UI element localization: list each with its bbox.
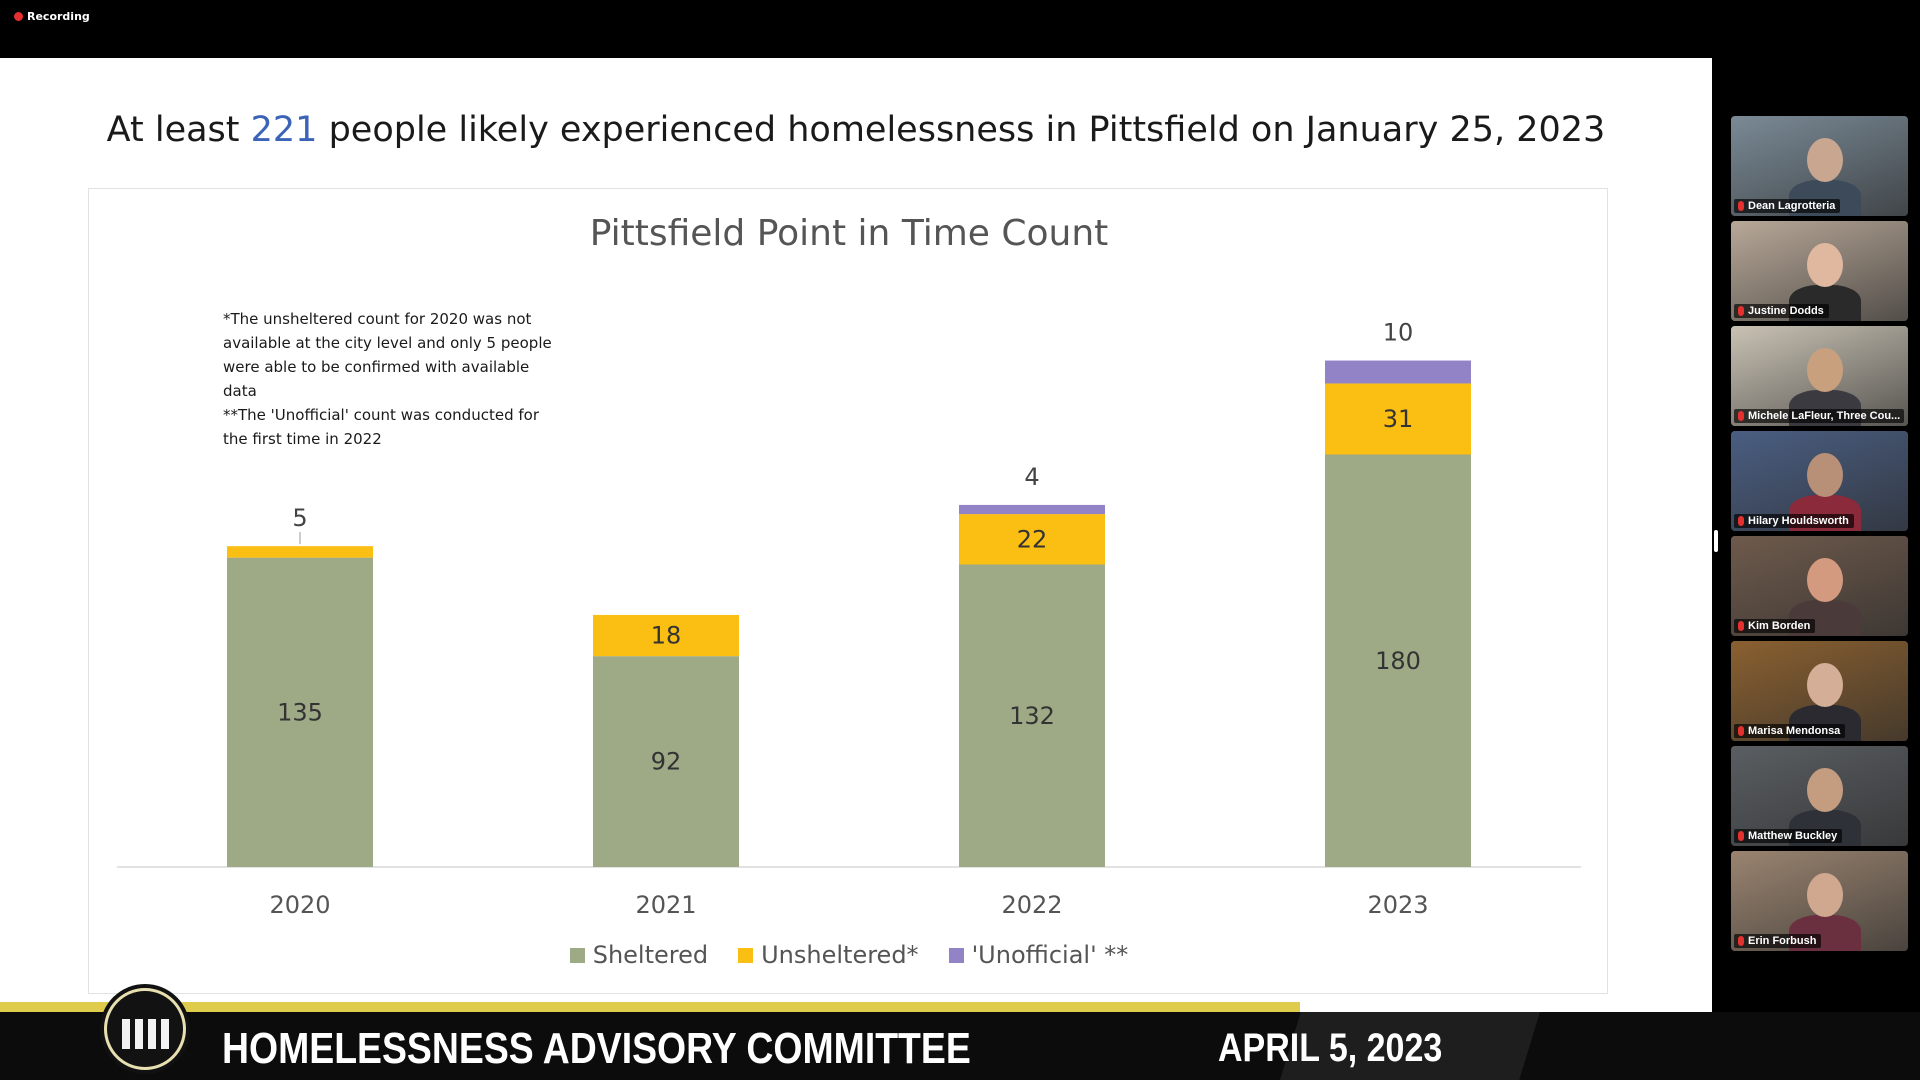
participant-name-tag: Kim Borden bbox=[1734, 619, 1816, 633]
broadcast-banner: HOMELESSNESS ADVISORY COMMITTEE APRIL 5,… bbox=[0, 984, 1920, 1080]
participant-head bbox=[1807, 768, 1843, 812]
legend-label: 'Unofficial' ** bbox=[971, 941, 1129, 969]
gallery-resize-handle[interactable] bbox=[1714, 530, 1718, 552]
legend-item-0: Sheltered bbox=[569, 941, 709, 969]
participant-name: Kim Borden bbox=[1748, 620, 1811, 632]
participant-tile[interactable]: Justine Dodds bbox=[1731, 221, 1908, 321]
recording-indicator: Recording bbox=[14, 10, 90, 23]
participant-tile[interactable]: Hilary Houldsworth bbox=[1731, 431, 1908, 531]
data-label-2020-0: 135 bbox=[277, 698, 323, 726]
muted-mic-icon bbox=[1738, 621, 1744, 631]
participant-name: Erin Forbush bbox=[1748, 935, 1817, 947]
participant-name-tag: Justine Dodds bbox=[1734, 304, 1829, 318]
participant-name: Matthew Buckley bbox=[1748, 830, 1838, 842]
participant-name-tag: Dean Lagrotteria bbox=[1734, 199, 1841, 213]
participant-head bbox=[1807, 348, 1843, 392]
legend-item-2: 'Unofficial' ** bbox=[948, 941, 1129, 969]
data-label-2023-1: 31 bbox=[1383, 405, 1414, 433]
bar-unofficial-2022 bbox=[959, 504, 1105, 515]
bar-sheltered-2021 bbox=[593, 656, 739, 867]
data-label-2023-2: 10 bbox=[1383, 319, 1414, 347]
x-tick-label-2023: 2023 bbox=[1367, 891, 1428, 919]
bar-unsheltered-2021 bbox=[593, 614, 739, 657]
participant-tile[interactable]: Michele LaFleur, Three Cou... bbox=[1731, 326, 1908, 426]
banner-date: APRIL 5, 2023 bbox=[1218, 1026, 1443, 1070]
legend-swatch bbox=[569, 947, 585, 963]
participant-head bbox=[1807, 873, 1843, 917]
participant-name: Hilary Houldsworth bbox=[1748, 515, 1849, 527]
participant-gallery: Dean Lagrotteria Justine Dodds Michele LaF… bbox=[1731, 116, 1909, 956]
bar-unofficial-2023 bbox=[1325, 360, 1471, 384]
legend-label: Unsheltered* bbox=[761, 941, 919, 969]
legend-item-1: Unsheltered* bbox=[738, 941, 919, 969]
data-label-2021-1: 18 bbox=[651, 622, 682, 650]
participant-head bbox=[1807, 558, 1843, 602]
bar-unsheltered-2022 bbox=[959, 514, 1105, 565]
chart-container: Pittsfield Point in Time Count *The unsh… bbox=[88, 188, 1608, 994]
legend-swatch bbox=[738, 947, 754, 963]
participant-head bbox=[1807, 243, 1843, 287]
banner-stripe bbox=[0, 1002, 1920, 1012]
bar-sheltered-2020 bbox=[227, 557, 373, 867]
participant-head bbox=[1807, 663, 1843, 707]
stacked-bar-chart: 135 5 2020 92 18 2021 132 22 4 2022 180 31 10 2023 bbox=[117, 319, 1581, 919]
participant-name-tag: Hilary Houldsworth bbox=[1734, 514, 1854, 528]
muted-mic-icon bbox=[1738, 201, 1744, 211]
muted-mic-icon bbox=[1738, 726, 1744, 736]
participant-head bbox=[1807, 453, 1843, 497]
data-label-2022-0: 132 bbox=[1009, 702, 1055, 730]
bar-unsheltered-2023 bbox=[1325, 383, 1471, 455]
participant-name: Michele LaFleur, Three Cou... bbox=[1748, 410, 1901, 422]
data-label-2022-2: 4 bbox=[1024, 463, 1039, 491]
muted-mic-icon bbox=[1738, 936, 1744, 946]
headline-number: 221 bbox=[250, 110, 318, 150]
x-tick-label-2022: 2022 bbox=[1001, 891, 1062, 919]
legend-label: Sheltered bbox=[592, 941, 709, 969]
participant-tile[interactable]: Erin Forbush bbox=[1731, 851, 1908, 951]
muted-mic-icon bbox=[1738, 306, 1744, 316]
participant-name-tag: Michele LaFleur, Three Cou... bbox=[1734, 409, 1904, 423]
muted-mic-icon bbox=[1738, 516, 1744, 526]
participant-tile[interactable]: Kim Borden bbox=[1731, 536, 1908, 636]
chart-footnote: *The unsheltered count for 2020 was not … bbox=[223, 307, 563, 451]
muted-mic-icon bbox=[1738, 411, 1744, 421]
participant-name: Justine Dodds bbox=[1748, 305, 1824, 317]
banner-title: HOMELESSNESS ADVISORY COMMITTEE bbox=[222, 1024, 971, 1073]
participant-name: Dean Lagrotteria bbox=[1748, 200, 1836, 212]
data-label-2022-1: 22 bbox=[1017, 525, 1048, 553]
city-hall-logo-icon bbox=[100, 984, 190, 1074]
recording-dot-icon bbox=[14, 12, 23, 21]
participant-tile[interactable]: Matthew Buckley bbox=[1731, 746, 1908, 846]
participant-name: Marisa Mendonsa bbox=[1748, 725, 1841, 737]
chart-title: Pittsfield Point in Time Count bbox=[589, 213, 1109, 254]
bar-sheltered-2023 bbox=[1325, 454, 1471, 867]
participant-tile[interactable]: Dean Lagrotteria bbox=[1731, 116, 1908, 216]
participant-head bbox=[1807, 138, 1843, 182]
footnote-unofficial: **The 'Unofficial' count was conducted f… bbox=[223, 406, 539, 448]
data-label-2023-0: 180 bbox=[1375, 647, 1421, 675]
legend-swatch bbox=[948, 947, 964, 963]
bar-sheltered-2022 bbox=[959, 564, 1105, 867]
shared-screen-slide: At least 221 people likely experienced h… bbox=[0, 58, 1712, 1020]
chart-legend: Sheltered Unsheltered* 'Unofficial' ** bbox=[89, 941, 1609, 969]
banner-bar: HOMELESSNESS ADVISORY COMMITTEE APRIL 5,… bbox=[0, 1012, 1920, 1080]
participant-name-tag: Matthew Buckley bbox=[1734, 829, 1843, 843]
data-label-2021-0: 92 bbox=[651, 748, 682, 776]
participant-name-tag: Marisa Mendonsa bbox=[1734, 724, 1846, 738]
slide-headline: At least 221 people likely experienced h… bbox=[0, 110, 1712, 150]
footnote-unsheltered: *The unsheltered count for 2020 was not … bbox=[223, 310, 552, 400]
recording-label: Recording bbox=[27, 10, 90, 23]
x-tick-label-2021: 2021 bbox=[635, 891, 696, 919]
headline-suffix: people likely experienced homelessness i… bbox=[317, 110, 1606, 150]
participant-name-tag: Erin Forbush bbox=[1734, 934, 1822, 948]
bar-unsheltered-2020 bbox=[227, 546, 373, 558]
muted-mic-icon bbox=[1738, 831, 1744, 841]
data-label-2020-1: 5 bbox=[292, 504, 307, 532]
headline-prefix: At least bbox=[106, 110, 251, 150]
participant-tile[interactable]: Marisa Mendonsa bbox=[1731, 641, 1908, 741]
x-tick-label-2020: 2020 bbox=[269, 891, 330, 919]
